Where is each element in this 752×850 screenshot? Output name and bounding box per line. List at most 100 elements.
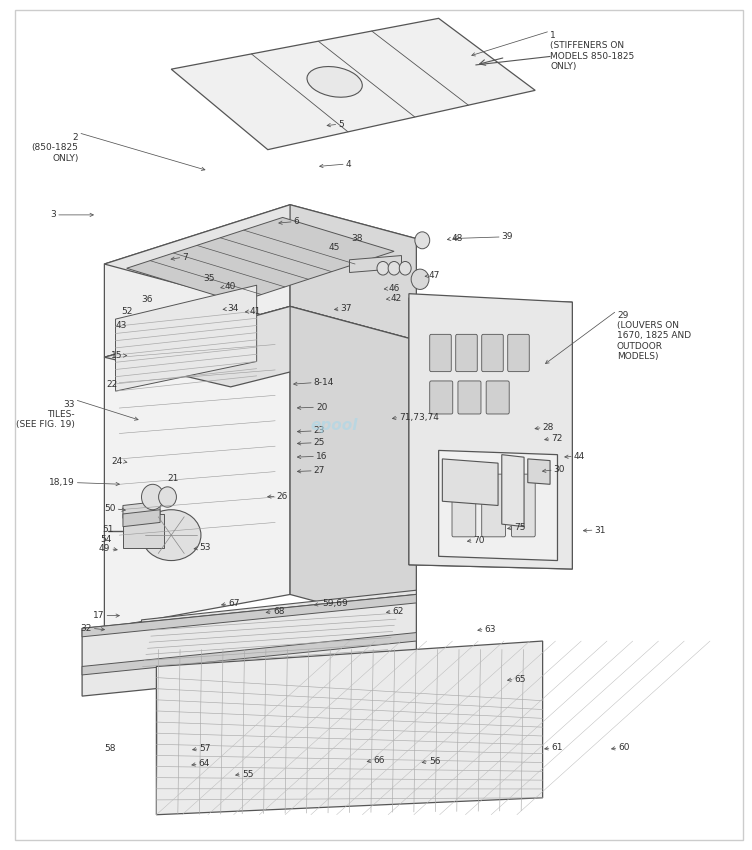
Polygon shape [156,641,543,814]
Polygon shape [105,205,290,357]
Text: 15: 15 [111,351,123,360]
Text: 52: 52 [121,307,132,316]
Text: 50: 50 [104,504,116,513]
FancyBboxPatch shape [511,474,535,537]
Text: 6: 6 [294,217,299,226]
Text: 66: 66 [373,756,385,765]
Text: 22: 22 [107,380,118,388]
Text: 58: 58 [104,744,116,753]
Text: 75: 75 [514,523,526,532]
Text: 72: 72 [551,434,563,443]
Text: 54: 54 [101,535,112,544]
Polygon shape [442,459,498,506]
Text: 18,19: 18,19 [49,478,74,487]
Text: 31: 31 [595,525,606,535]
Text: 49: 49 [99,544,111,553]
FancyBboxPatch shape [458,381,481,414]
Text: 4: 4 [346,160,351,168]
Text: 32: 32 [80,624,92,633]
Text: 62: 62 [393,607,404,616]
Text: 55: 55 [242,769,253,779]
Polygon shape [105,306,417,387]
Text: 65: 65 [514,675,526,683]
Text: 39: 39 [502,232,514,241]
FancyBboxPatch shape [452,474,476,537]
FancyBboxPatch shape [456,334,478,371]
Polygon shape [105,205,417,298]
Text: 16: 16 [316,452,328,461]
Text: 2
(850-1825
ONLY): 2 (850-1825 ONLY) [32,133,78,162]
Polygon shape [116,286,256,391]
Text: 26: 26 [277,491,288,501]
Text: 42: 42 [390,294,402,303]
Polygon shape [123,510,160,527]
Text: 71,73,74: 71,73,74 [399,413,439,422]
FancyBboxPatch shape [482,474,505,537]
Text: 21: 21 [168,474,179,483]
Text: 38: 38 [352,234,363,243]
Polygon shape [82,594,417,696]
Polygon shape [409,298,572,569]
Circle shape [388,262,400,275]
Polygon shape [438,450,557,560]
Text: 63: 63 [485,625,496,634]
FancyBboxPatch shape [482,334,503,371]
Ellipse shape [141,510,201,560]
Text: 61: 61 [551,743,563,752]
Polygon shape [82,632,417,675]
Text: epool: epool [311,417,359,433]
Text: 3: 3 [50,211,56,219]
Text: 70: 70 [474,536,485,545]
Text: 33
TILES-
(SEE FIG. 19): 33 TILES- (SEE FIG. 19) [16,400,74,429]
Polygon shape [290,306,417,628]
Text: 40: 40 [225,282,236,292]
Text: 60: 60 [618,743,630,752]
Circle shape [141,484,164,510]
Text: 53: 53 [199,543,211,552]
Polygon shape [123,502,160,518]
Ellipse shape [307,66,362,97]
Circle shape [377,262,389,275]
Text: 23: 23 [314,427,325,435]
Bar [123,514,164,548]
Text: 24: 24 [112,457,123,466]
Text: 47: 47 [429,271,441,280]
Text: 57: 57 [199,744,211,753]
Text: 30: 30 [553,466,566,474]
Polygon shape [290,205,417,340]
Text: 5: 5 [338,120,344,128]
Polygon shape [171,19,535,150]
FancyBboxPatch shape [487,381,509,414]
Circle shape [159,487,177,507]
Polygon shape [409,294,572,569]
Text: 35: 35 [203,274,214,283]
Text: 27: 27 [314,467,325,475]
Text: 25: 25 [314,439,325,447]
FancyBboxPatch shape [508,334,529,371]
Text: 64: 64 [199,759,210,768]
Polygon shape [350,256,402,273]
Polygon shape [105,306,290,628]
Text: 56: 56 [429,756,441,766]
Text: 41: 41 [250,307,262,316]
Text: 45: 45 [329,242,340,252]
Circle shape [411,269,429,290]
Text: 20: 20 [316,403,327,411]
Circle shape [415,232,429,249]
Polygon shape [126,218,394,302]
Text: 8-14: 8-14 [314,378,334,387]
Text: 59,69: 59,69 [322,599,347,609]
Polygon shape [82,594,417,637]
Polygon shape [528,459,550,484]
Text: 28: 28 [543,423,554,432]
FancyBboxPatch shape [429,334,451,371]
Text: 46: 46 [388,284,399,293]
FancyBboxPatch shape [429,381,453,414]
Text: 7: 7 [183,252,188,262]
Text: 34: 34 [228,304,239,314]
Text: 67: 67 [229,599,240,609]
Polygon shape [141,590,417,671]
Text: 37: 37 [341,304,352,314]
Circle shape [399,262,411,275]
Text: 48: 48 [452,234,463,243]
